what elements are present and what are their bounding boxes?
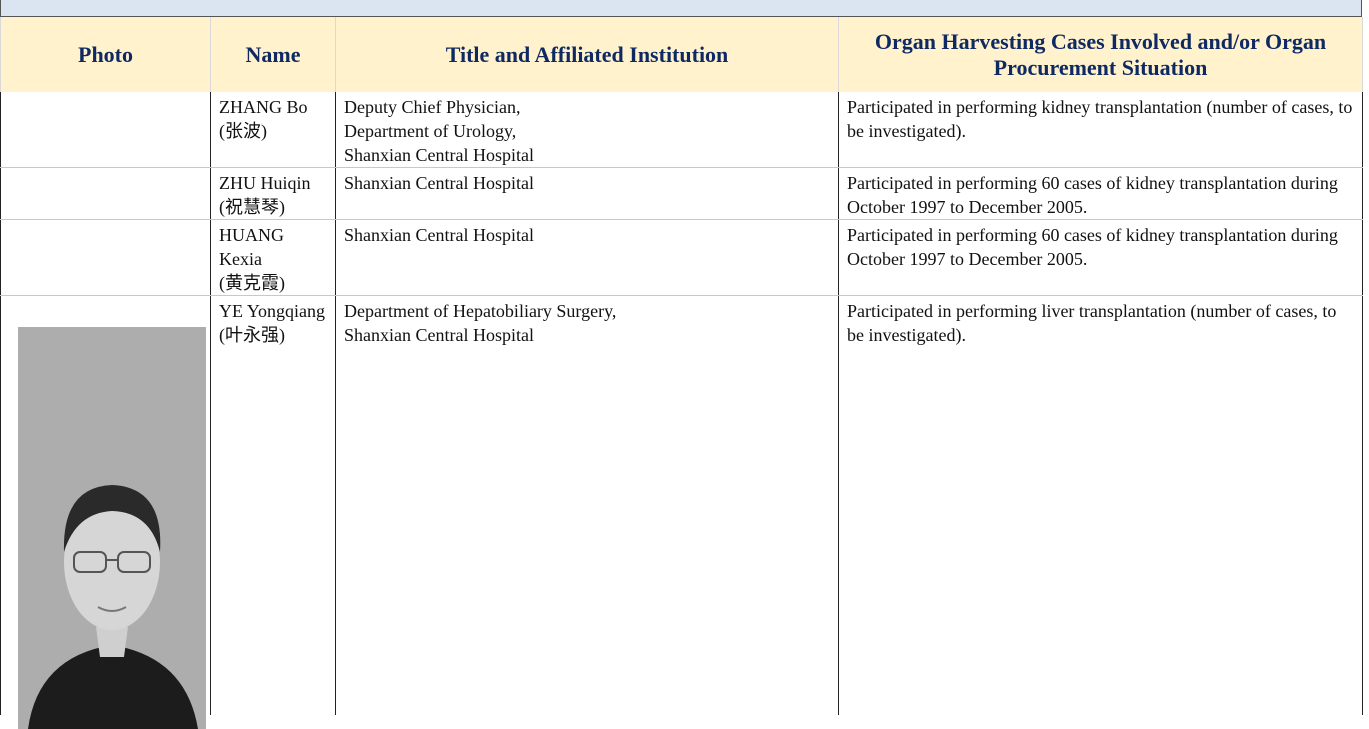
chinese-name: (张波)	[219, 121, 267, 141]
name: YE Yongqiang	[219, 301, 326, 321]
chinese-name: (祝慧琴)	[219, 197, 285, 217]
title-line: Shanxian Central Hospital	[344, 173, 534, 193]
title-line: Deputy Chief Physician,	[344, 97, 521, 117]
photo-cell	[0, 92, 211, 168]
title-line: Shanxian Central Hospital	[344, 325, 534, 345]
cases-text: Participated in performing 60 cases of k…	[847, 225, 1338, 269]
name: HUANG Kexia	[219, 225, 284, 269]
column-header: Title and Affiliated Institution	[335, 17, 839, 92]
title-line: Department of Urology,	[344, 121, 517, 141]
table-row: HUANG Kexia (黄克霞) Shanxian Central Hospita…	[0, 219, 1363, 296]
name-cell: HUANG Kexia (黄克霞)	[210, 219, 336, 296]
photo	[18, 327, 206, 729]
cases-cell: Participated in performing kidney transp…	[838, 92, 1363, 168]
chinese-name: (叶永强)	[219, 325, 285, 345]
column-header: Photo	[0, 17, 211, 92]
name-cell: YE Yongqiang (叶永强)	[210, 295, 336, 715]
column-header: Name	[210, 17, 336, 92]
header-row: Photo Name Title and Affiliated Institutio…	[0, 17, 1363, 92]
chinese-name: (黄克霞)	[219, 273, 285, 293]
title-line: Shanxian Central Hospital	[344, 145, 534, 165]
title-cell: Deputy Chief Physician, Department of Uro…	[335, 92, 839, 168]
title-cell: Department of Hepatobiliary Surgery, Shan…	[335, 295, 839, 715]
title-line: Department of Hepatobiliary Surgery,	[344, 301, 617, 321]
name-cell: ZHU Huiqin (祝慧琴)	[210, 167, 336, 220]
cases-text: Participated in performing kidney transp…	[847, 97, 1353, 141]
table-row: ZHU Huiqin (祝慧琴) Shanxian Central Hospital…	[0, 167, 1363, 220]
photo-cell	[0, 219, 211, 296]
cases-cell: Participated in performing liver transpl…	[838, 295, 1363, 715]
column-header: Organ Harvesting Cases Involved and/or O…	[838, 17, 1363, 92]
title-line: Shanxian Central Hospital	[344, 225, 534, 245]
photo-cell	[0, 167, 211, 220]
cases-cell: Participated in performing 60 cases of k…	[838, 167, 1363, 220]
name-cell: ZHANG Bo (张波)	[210, 92, 336, 168]
table-row: ZHANG Bo (张波) Deputy Chief Physician, Depar…	[0, 92, 1363, 168]
title-cell: Shanxian Central Hospital	[335, 219, 839, 296]
name: ZHANG Bo	[219, 97, 308, 117]
top-band	[0, 0, 1362, 17]
name: ZHU Huiqin	[219, 173, 311, 193]
cases-text: Participated in performing liver transpl…	[847, 301, 1337, 345]
title-cell: Shanxian Central Hospital	[335, 167, 839, 220]
cases-text: Participated in performing 60 cases of k…	[847, 173, 1338, 217]
cases-cell: Participated in performing 60 cases of k…	[838, 219, 1363, 296]
